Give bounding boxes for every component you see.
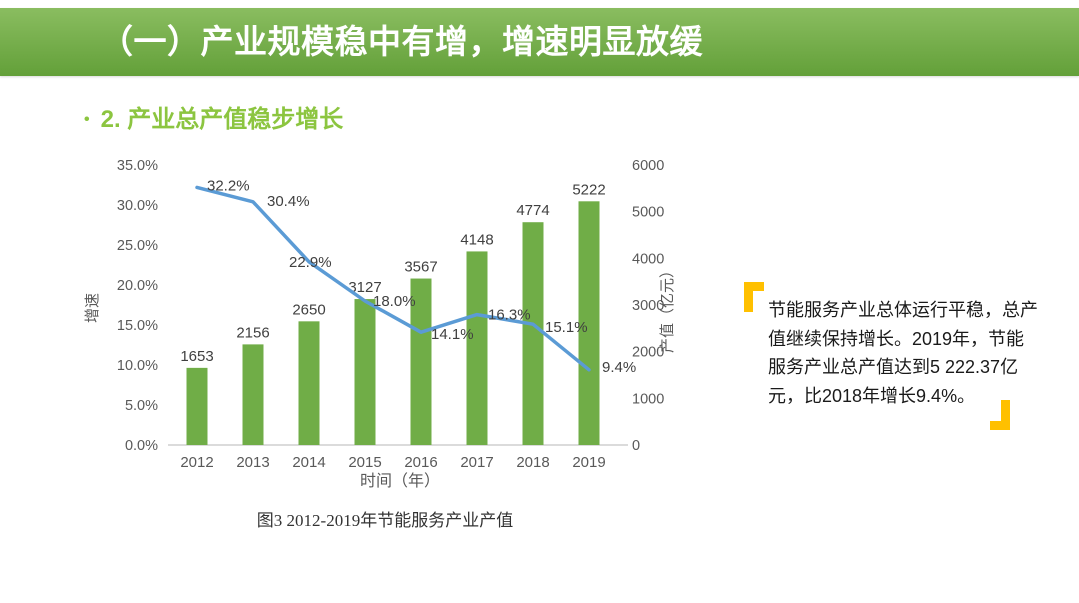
growth-line [195, 185, 591, 372]
quote-line: 值继续保持增长。2019年，节能 [768, 328, 1025, 349]
bar-2015 [354, 299, 376, 445]
quote-line: 元，比2018年增长9.4%。 [768, 385, 976, 406]
x-axis-tick: 2015 [348, 454, 381, 471]
line-label: 32.2% [207, 177, 250, 194]
left-axis-tick: 35.0% [117, 158, 158, 174]
line-label: 30.4% [267, 193, 310, 210]
left-axis-tick: 25.0% [117, 238, 158, 254]
right-axis-tick: 4000 [632, 251, 664, 267]
left-axis-tick: 15.0% [117, 318, 158, 334]
x-axis-tick: 2016 [404, 454, 437, 471]
left-axis-title: 增速 [84, 293, 101, 323]
quote-close-icon [990, 400, 1010, 430]
line-label: 14.1% [431, 326, 474, 343]
x-axis-tick: 2017 [460, 454, 493, 471]
bar-2018 [522, 222, 544, 445]
bar-label: 3567 [404, 259, 437, 276]
x-axis-title: 时间（年） [360, 472, 440, 490]
bar-label: 3127 [348, 279, 381, 296]
right-axis-tick: 1000 [632, 391, 664, 407]
bar-label: 2650 [292, 301, 325, 318]
bar-label: 5222 [572, 181, 605, 198]
bar-label: 2156 [236, 324, 269, 341]
quote-box: 节能服务产业总体运行平稳，总产 值继续保持增长。2019年，节能 服务产业总产值达到… [744, 282, 1038, 430]
right-axis-tick: 5000 [632, 205, 664, 221]
left-axis-tick: 5.0% [125, 398, 158, 414]
chart-canvas: 0.0% 5.0% 10.0% 15.0% 20.0% 25.0% 30.0% 35.0% 0 1… [84, 158, 676, 490]
bar-label: 1653 [180, 348, 213, 365]
section-heading-text: 2. 产业总产值稳步增长 [100, 106, 344, 133]
line-label: 22.9% [289, 254, 332, 271]
left-axis-tick: 10.0% [117, 358, 158, 374]
quote-line: 服务产业总产值达到5 222.37亿 [768, 357, 1019, 377]
bar-2014 [298, 321, 320, 445]
line-label: 18.0% [373, 293, 416, 310]
right-axis-tick: 3000 [632, 298, 664, 314]
left-axis-tick: 20.0% [117, 278, 158, 294]
line-label: 15.1% [545, 319, 588, 336]
bar-label: 4148 [460, 231, 493, 248]
quote-open-icon [744, 282, 764, 312]
right-axis-tick: 0 [632, 438, 640, 454]
x-axis-tick: 2014 [292, 454, 325, 471]
bullet-icon: • [84, 111, 90, 128]
line-label: 9.4% [602, 359, 636, 376]
x-axis-tick: 2018 [516, 454, 549, 471]
right-axis-title: 产值（亿元） [659, 263, 676, 353]
x-axis-tick: 2012 [180, 454, 213, 471]
x-axis-tick: 2019 [572, 454, 605, 471]
left-axis-tick: 30.0% [117, 198, 158, 214]
right-axis-tick: 6000 [632, 158, 664, 174]
bar-2016 [410, 278, 432, 445]
section-heading: • 2. 产业总产值稳步增长 [84, 99, 343, 134]
bar-2012 [186, 367, 208, 445]
bar-2017 [466, 251, 488, 445]
x-axis-tick: 2013 [236, 454, 269, 471]
bar-2013 [242, 344, 264, 445]
bar-2019 [578, 201, 600, 445]
figure-caption: 图3 2012-2019年节能服务产业产值 [256, 511, 514, 530]
combo-chart: 0.0% 5.0% 10.0% 15.0% 20.0% 25.0% 30.0% 35.0% 0 1… [80, 145, 690, 495]
page-title: （一）产业规模稳中有增，增速明显放缓 [100, 23, 703, 60]
quote-text: 节能服务产业总体运行平稳，总产 值继续保持增长。2019年，节能 服务产业总产值达到… [768, 296, 1038, 410]
line-label: 16.3% [488, 307, 531, 324]
quote-line: 节能服务产业总体运行平稳，总产 [768, 300, 1038, 320]
header-bar: （一）产业规模稳中有增，增速明显放缓 [0, 8, 1079, 76]
right-axis-tick: 2000 [632, 345, 664, 361]
bar-label: 4774 [516, 202, 549, 219]
left-axis-tick: 0.0% [125, 438, 158, 454]
